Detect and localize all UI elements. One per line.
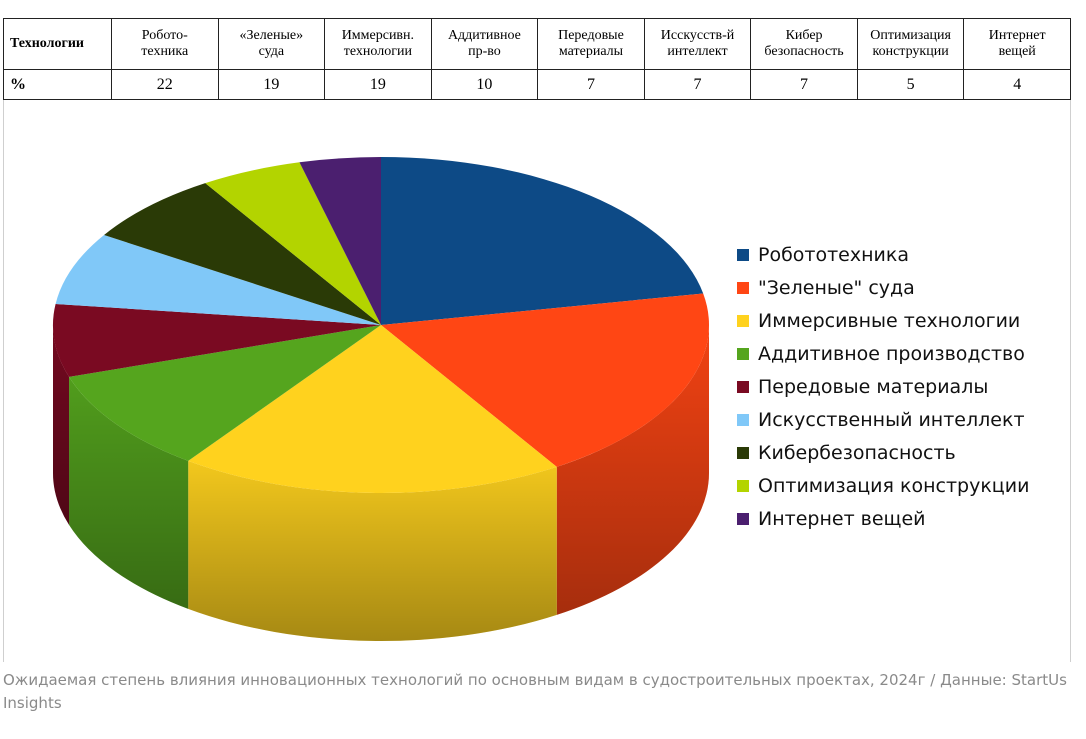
pie-side-shade-1 <box>556 325 709 615</box>
table-value-cell: 7 <box>643 69 752 100</box>
table-header-label: Технологии <box>3 18 112 70</box>
pie-slice-робототехника <box>381 157 704 325</box>
legend-item: Аддитивное производство <box>737 337 1029 370</box>
table-header-cell-green-ships: «Зеленые» суда <box>217 18 326 70</box>
pie-slice-передовые-материалы <box>53 303 382 377</box>
pie-slice-кибербезопасность <box>104 183 382 325</box>
legend-label: "Зеленые" суда <box>758 276 915 299</box>
chart-caption: Ожидаемая степень влияния инновационных … <box>3 671 1067 712</box>
legend-swatch <box>737 512 749 525</box>
pie-slice-оптимизация-конструкции <box>205 162 381 325</box>
pie-slice-зеленые-суда <box>381 293 709 467</box>
table-header-cell-cybersecurity: Кибер безопасность <box>750 18 858 70</box>
legend-swatch <box>737 413 749 426</box>
table-value-cell: 19 <box>324 69 432 100</box>
legend-swatch <box>737 281 749 294</box>
legend-label: Иммерсивные технологии <box>758 309 1021 332</box>
legend-label: Передовые материалы <box>758 375 989 398</box>
legend-swatch <box>737 248 749 261</box>
legend-swatch <box>737 446 749 459</box>
legend-item: Иммерсивные технологии <box>737 304 1029 337</box>
legend-swatch <box>737 314 749 327</box>
legend-swatch <box>737 347 749 360</box>
table-value-row: % 22 19 19 10 7 7 7 5 4 <box>3 69 1071 100</box>
pie-slice-аддитивное-производство <box>69 325 381 461</box>
pie-side-shade-3 <box>69 376 189 609</box>
legend-item: Оптимизация конструкции <box>737 469 1029 502</box>
pie-slice-интернет-вещей <box>299 157 381 325</box>
table-value-cell: 22 <box>111 69 219 100</box>
legend-item: Интернет вещей <box>737 502 1029 535</box>
chart-legend: Робототехника "Зеленые" суда Иммерсивные т… <box>737 238 1029 535</box>
legend-item: Передовые материалы <box>737 370 1029 403</box>
table-value-cell: 4 <box>963 69 1071 100</box>
pie-side-shade-4 <box>53 325 70 525</box>
table-header-cell-ai: Исскусств-й интеллект <box>643 18 752 70</box>
legend-label: Робототехника <box>758 243 910 266</box>
legend-swatch <box>737 380 749 393</box>
table-value-cell: 5 <box>856 69 965 100</box>
pie-tops <box>53 157 709 493</box>
table-value-cell: 7 <box>537 69 645 100</box>
legend-label: Искусственный интеллект <box>758 408 1025 431</box>
legend-item: "Зеленые" суда <box>737 271 1029 304</box>
table-header-cell-robotics: Робото-техника <box>111 18 219 70</box>
legend-label: Аддитивное производство <box>758 342 1025 365</box>
legend-label: Интернет вещей <box>758 507 926 530</box>
table-header-cell-iot: Интернет вещей <box>963 18 1071 70</box>
table-value-cell: 10 <box>430 69 539 100</box>
pie-slice-искусственный-интеллект <box>55 234 382 325</box>
pie-side-shade-2 <box>188 460 557 641</box>
table-value-cell: 7 <box>750 69 858 100</box>
legend-label: Оптимизация конструкции <box>758 474 1030 497</box>
legend-label: Кибербезопасность <box>758 441 956 464</box>
legend-item: Кибербезопасность <box>737 436 1029 469</box>
pie-slice-иммерсивные-технологии <box>188 325 557 493</box>
table-value-cell: 19 <box>217 69 326 100</box>
technology-table: Технологии Робото-техника «Зеленые» суда … <box>3 18 1071 100</box>
figure-frame <box>3 18 1071 662</box>
legend-item: Искусственный интеллект <box>737 403 1029 436</box>
table-value-label: % <box>3 69 112 100</box>
legend-swatch <box>737 479 749 492</box>
pie-sides <box>53 325 709 641</box>
legend-item: Робототехника <box>737 238 1029 271</box>
